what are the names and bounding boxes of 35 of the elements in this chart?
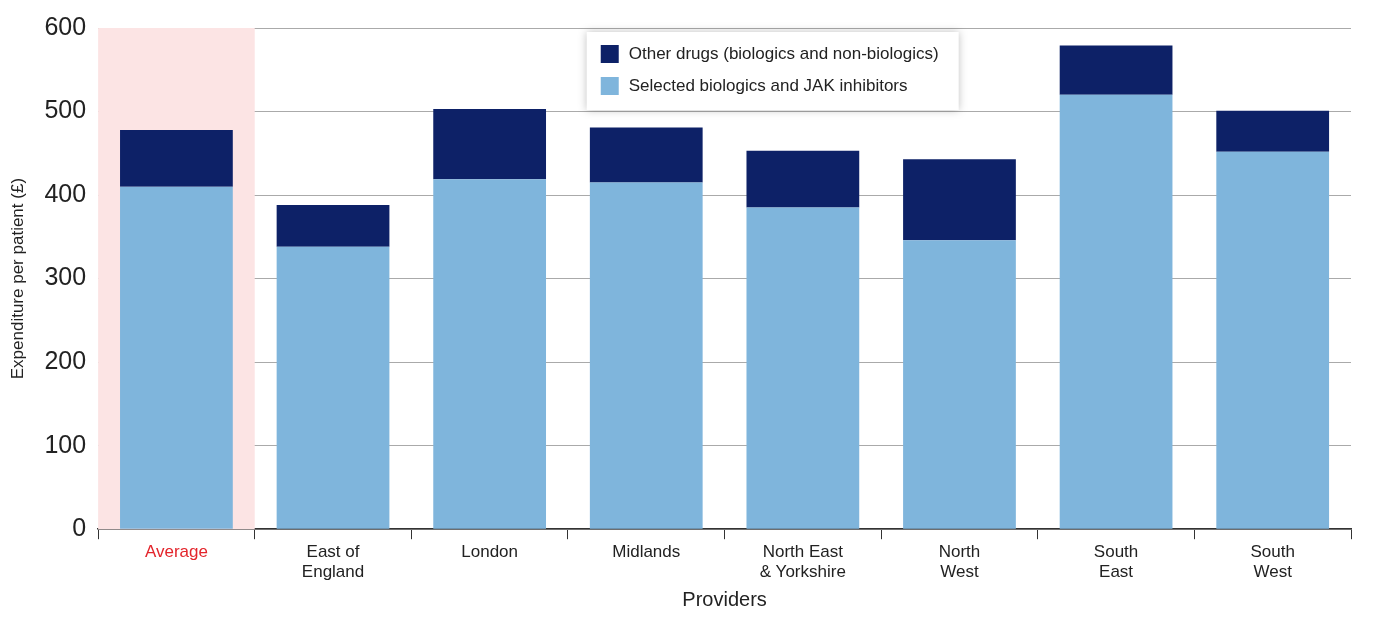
- y-tick-label: 300: [44, 262, 87, 291]
- bar: [746, 150, 860, 208]
- legend-label: Other drugs (biologics and non-biologics): [628, 43, 939, 63]
- bar: [433, 179, 547, 529]
- y-tick-label: 200: [44, 346, 87, 375]
- bar: [903, 240, 1016, 529]
- bar: [120, 129, 233, 187]
- x-tick-label: Average: [144, 542, 208, 562]
- x-tick-label: North West: [938, 542, 981, 582]
- legend-label: Selected biologics and JAK inhibitors: [628, 75, 908, 95]
- x-tick-label: South East: [1093, 542, 1139, 582]
- bar: [1059, 94, 1173, 529]
- bar: [1059, 45, 1173, 95]
- x-tick-label: East of England: [301, 542, 365, 582]
- bar: [120, 186, 233, 529]
- x-tick-label: North East & Yorkshire: [759, 542, 846, 582]
- x-axis-title: Providers: [682, 587, 767, 610]
- bar: [433, 109, 547, 180]
- x-tick-label: Midlands: [612, 542, 681, 562]
- y-axis-title: Expenditure per patient (£): [7, 177, 27, 380]
- bar: [1216, 110, 1330, 152]
- bar: [276, 205, 390, 247]
- bar: [589, 182, 703, 529]
- x-tick-label: London: [461, 542, 519, 562]
- y-tick-label: 600: [44, 11, 87, 40]
- bar: [589, 127, 703, 183]
- bar: [746, 207, 860, 529]
- y-tick-label: 0: [72, 513, 87, 542]
- y-tick-label: 500: [44, 95, 87, 124]
- y-tick-label: 100: [44, 429, 87, 458]
- bar: [1216, 151, 1330, 529]
- bar: [276, 246, 390, 529]
- y-tick-label: 400: [44, 178, 87, 207]
- bar: [903, 159, 1016, 241]
- x-tick-label: South West: [1250, 542, 1295, 582]
